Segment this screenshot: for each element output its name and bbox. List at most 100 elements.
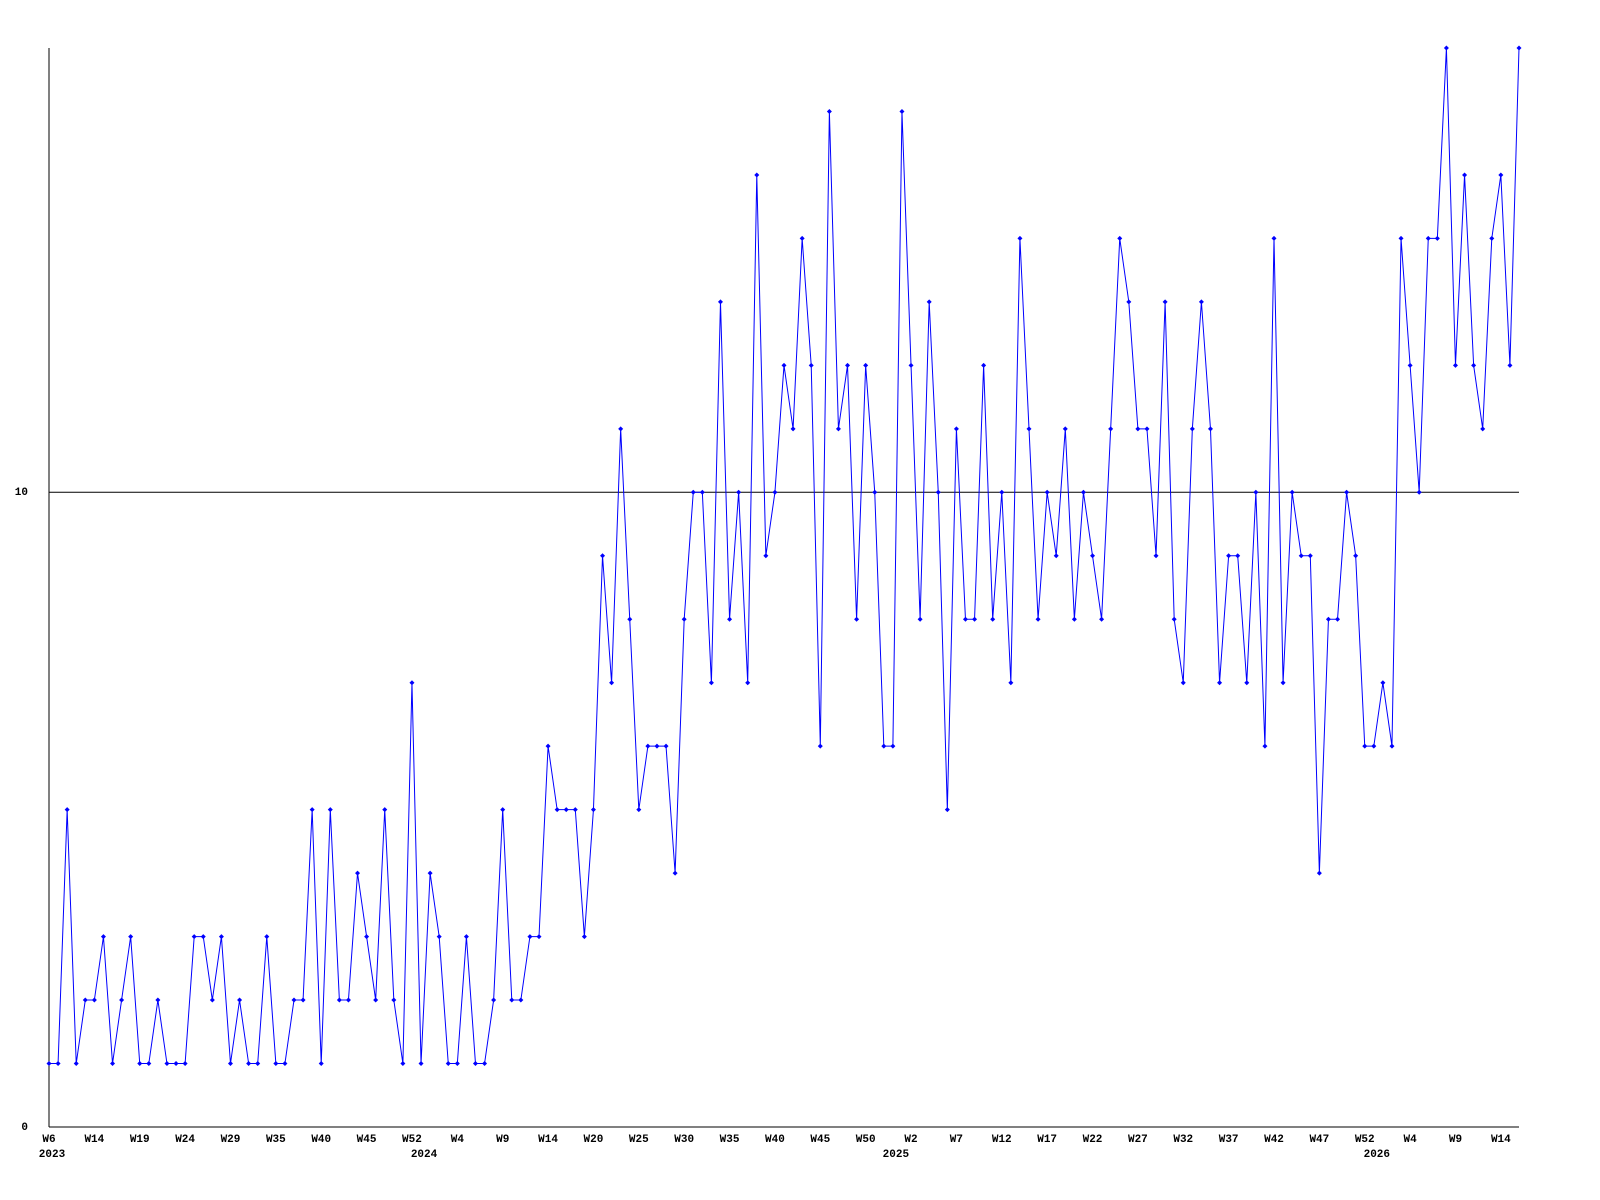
data-point bbox=[1044, 489, 1050, 495]
data-point bbox=[119, 997, 125, 1003]
x-tick-label: W9 bbox=[496, 1134, 509, 1146]
data-point bbox=[191, 934, 197, 940]
data-point bbox=[391, 997, 397, 1003]
data-point bbox=[282, 1061, 288, 1067]
data-point bbox=[1471, 362, 1477, 368]
data-point bbox=[654, 743, 660, 749]
data-point bbox=[981, 362, 987, 368]
x-tick-label: W14 bbox=[84, 1134, 104, 1146]
data-point bbox=[1090, 553, 1096, 559]
data-point bbox=[645, 743, 651, 749]
data-point bbox=[1398, 235, 1404, 241]
y-tick-label: 0 bbox=[21, 1122, 28, 1134]
data-point bbox=[636, 807, 642, 813]
data-point bbox=[799, 235, 805, 241]
data-point bbox=[772, 489, 778, 495]
data-point bbox=[999, 489, 1005, 495]
data-point bbox=[1316, 870, 1322, 876]
data-point bbox=[209, 997, 215, 1003]
data-point bbox=[572, 807, 578, 813]
x-tick-label: W14 bbox=[538, 1134, 558, 1146]
data-point bbox=[164, 1061, 170, 1067]
data-point bbox=[418, 1061, 424, 1067]
data-point bbox=[1153, 553, 1159, 559]
data-point bbox=[1298, 553, 1304, 559]
x-tick-label: W6 bbox=[42, 1134, 55, 1146]
data-point bbox=[554, 807, 560, 813]
data-point bbox=[790, 426, 796, 432]
x-year-label: 2023 bbox=[39, 1149, 66, 1161]
data-point bbox=[972, 616, 978, 622]
data-point bbox=[400, 1061, 406, 1067]
data-point bbox=[1443, 45, 1449, 51]
data-point bbox=[155, 997, 161, 1003]
x-tick-label: W40 bbox=[765, 1134, 785, 1146]
data-point bbox=[364, 934, 370, 940]
data-point bbox=[817, 743, 823, 749]
x-tick-label: W42 bbox=[1264, 1134, 1284, 1146]
data-point bbox=[64, 807, 70, 813]
data-point bbox=[382, 807, 388, 813]
data-point bbox=[1135, 426, 1141, 432]
data-point bbox=[73, 1061, 79, 1067]
x-tick-label: W20 bbox=[584, 1134, 604, 1146]
data-point bbox=[246, 1061, 252, 1067]
data-point bbox=[745, 680, 751, 686]
data-point bbox=[1244, 680, 1250, 686]
data-point bbox=[1253, 489, 1259, 495]
data-point bbox=[373, 997, 379, 1003]
data-point bbox=[962, 616, 968, 622]
x-tick-label: W27 bbox=[1128, 1134, 1148, 1146]
data-point bbox=[1507, 362, 1513, 368]
data-point bbox=[1280, 680, 1286, 686]
data-point bbox=[1198, 299, 1204, 305]
x-tick-label: W9 bbox=[1449, 1134, 1462, 1146]
data-point bbox=[699, 489, 705, 495]
data-point bbox=[1207, 426, 1213, 432]
data-point bbox=[273, 1061, 279, 1067]
x-year-label: 2025 bbox=[883, 1149, 910, 1161]
data-point bbox=[46, 1061, 52, 1067]
data-point bbox=[1353, 553, 1359, 559]
data-point bbox=[1117, 235, 1123, 241]
data-point bbox=[600, 553, 606, 559]
data-point bbox=[536, 934, 542, 940]
data-point bbox=[826, 108, 832, 114]
data-point bbox=[727, 616, 733, 622]
data-point bbox=[581, 934, 587, 940]
data-point bbox=[1344, 489, 1350, 495]
data-point bbox=[1452, 362, 1458, 368]
y-tick-label: 10 bbox=[15, 487, 28, 499]
data-point bbox=[781, 362, 787, 368]
data-point bbox=[1425, 235, 1431, 241]
data-point bbox=[899, 108, 905, 114]
x-tick-label: W25 bbox=[629, 1134, 649, 1146]
data-point bbox=[1080, 489, 1086, 495]
data-point bbox=[472, 1061, 478, 1067]
data-point bbox=[690, 489, 696, 495]
data-line bbox=[49, 47, 1520, 1065]
data-point bbox=[1389, 743, 1395, 749]
data-point bbox=[590, 807, 596, 813]
data-point bbox=[835, 426, 841, 432]
data-point bbox=[227, 1061, 233, 1067]
data-point bbox=[736, 489, 742, 495]
data-point bbox=[763, 553, 769, 559]
x-tick-label: W32 bbox=[1173, 1134, 1193, 1146]
data-point bbox=[1325, 616, 1331, 622]
x-tick-label: W45 bbox=[810, 1134, 830, 1146]
data-point bbox=[717, 299, 723, 305]
data-point bbox=[182, 1061, 188, 1067]
data-point bbox=[1226, 553, 1232, 559]
x-year-label: 2026 bbox=[1364, 1149, 1390, 1161]
data-point bbox=[454, 1061, 460, 1067]
x-tick-label: W2 bbox=[904, 1134, 917, 1146]
data-point bbox=[618, 426, 624, 432]
data-point bbox=[881, 743, 887, 749]
data-point bbox=[218, 934, 224, 940]
data-point bbox=[491, 997, 497, 1003]
x-tick-label: W22 bbox=[1083, 1134, 1103, 1146]
data-point bbox=[1126, 299, 1132, 305]
data-point bbox=[482, 1061, 488, 1067]
data-point bbox=[463, 934, 469, 940]
